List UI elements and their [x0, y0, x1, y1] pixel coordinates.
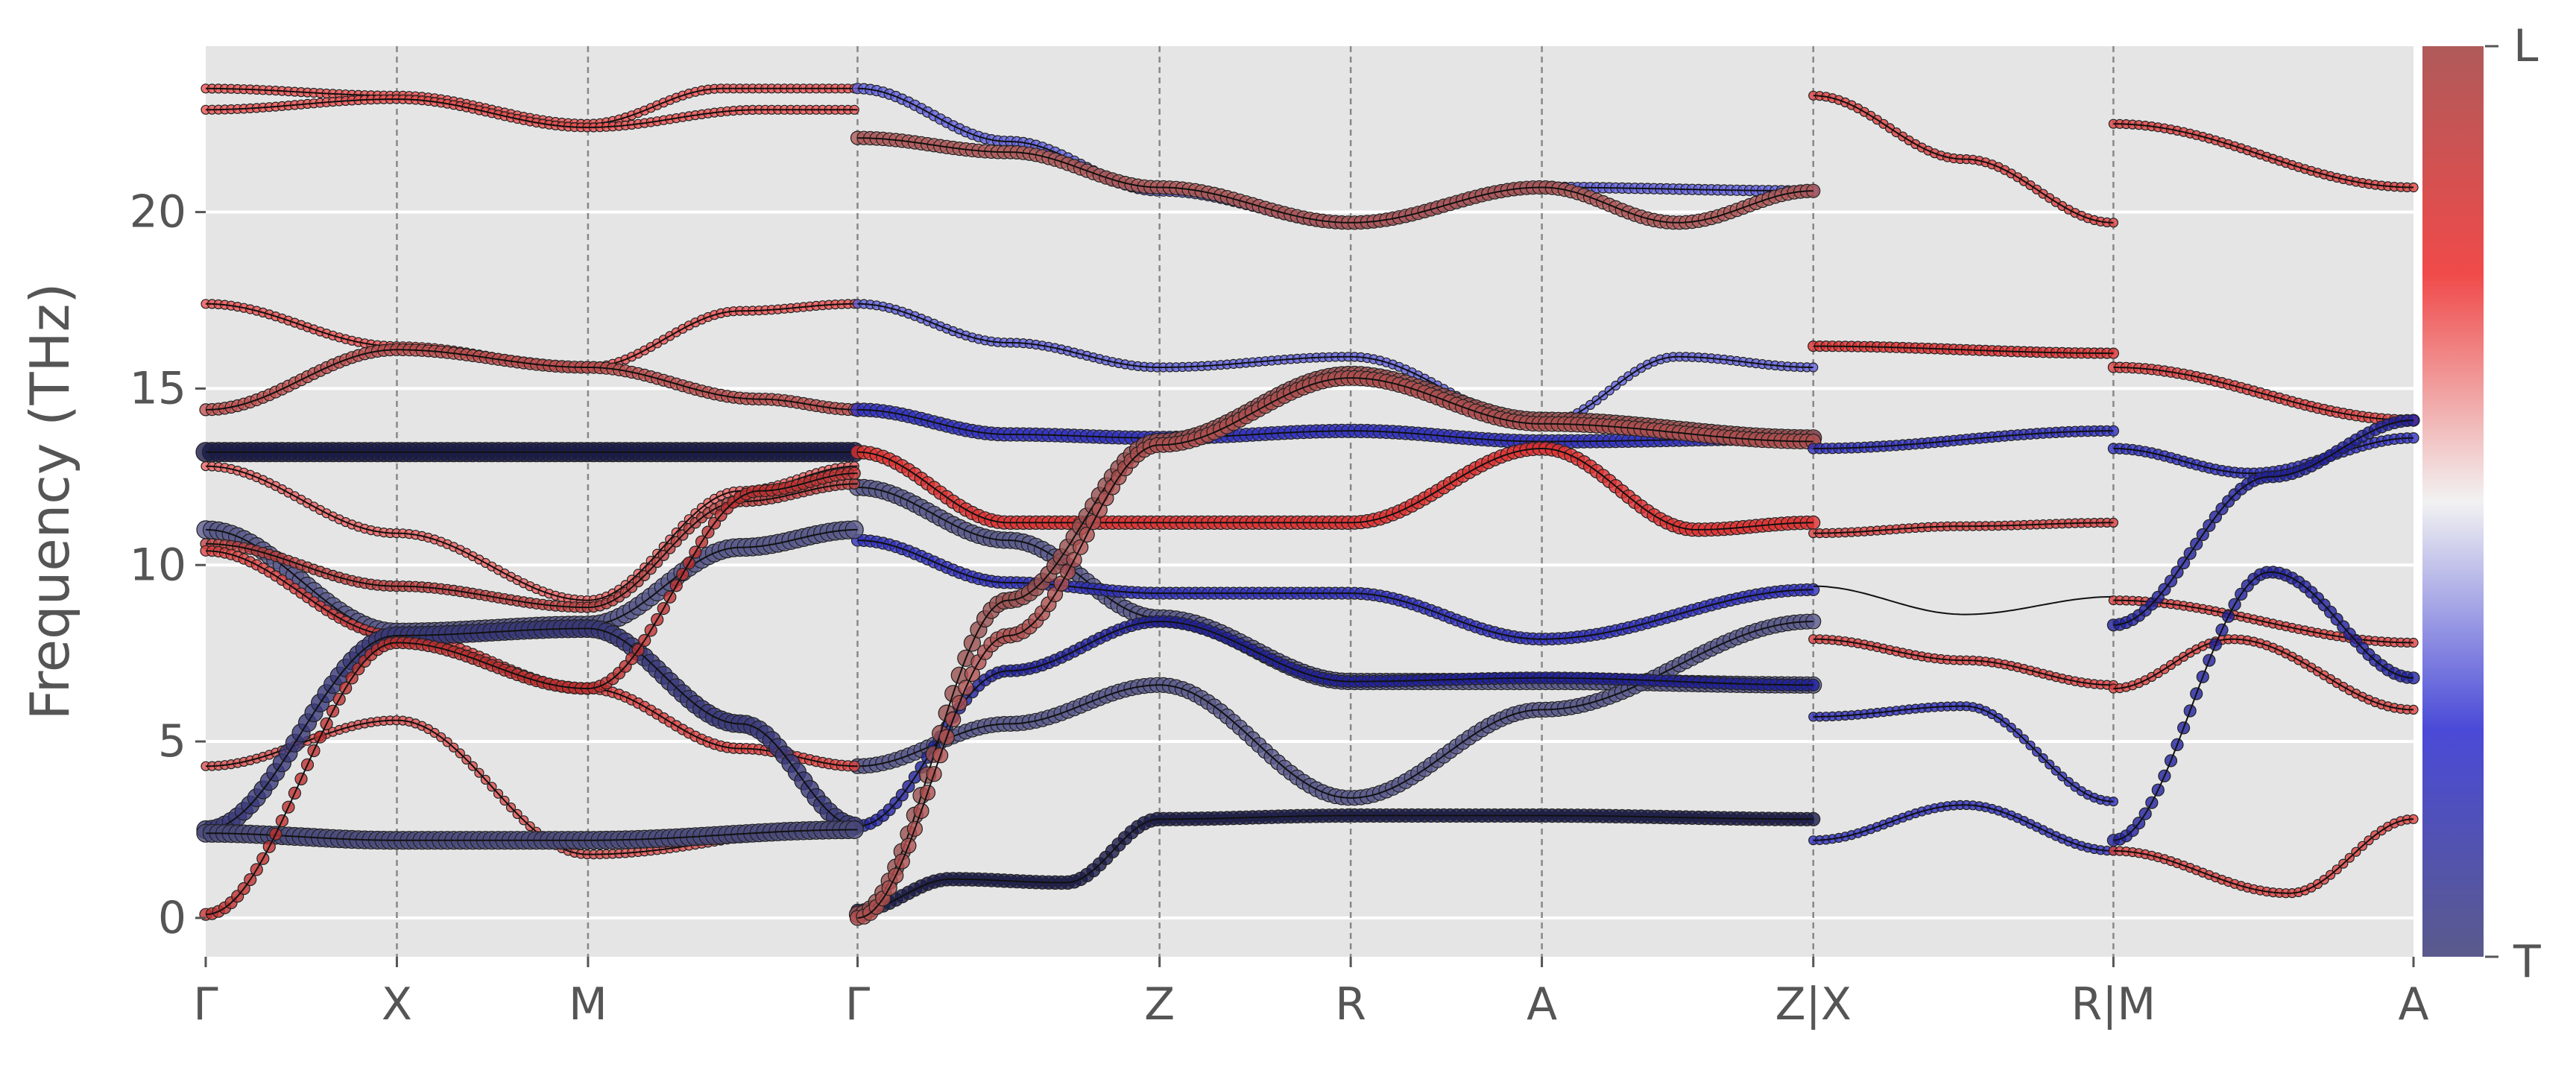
- x-tick-label: R|M: [2071, 978, 2156, 1031]
- band-series-5: [199, 343, 861, 417]
- band-series-16: [849, 370, 1822, 926]
- band-line: [205, 483, 858, 609]
- x-tick-label: A: [2398, 978, 2428, 1031]
- colorbar-top-label: L: [2513, 20, 2539, 72]
- band-series-1: [201, 94, 859, 133]
- x-tick-label: Z: [1144, 978, 1175, 1031]
- band-series-14: [850, 808, 1821, 919]
- y-tick-label: 5: [158, 715, 186, 767]
- band-line: [205, 627, 858, 831]
- band-line: [857, 620, 1813, 827]
- y-tick-label: 0: [158, 892, 186, 944]
- x-tick-label: R: [1335, 978, 1366, 1031]
- band-series-12: [849, 613, 1822, 806]
- y-axis: 0 5 10 15 20: [130, 186, 206, 944]
- band-series-6: [195, 442, 865, 463]
- y-axis-label: Frequency (THz): [19, 283, 81, 721]
- x-axis: Γ X M Γ Z R A Z|X R|M A: [193, 957, 2429, 1031]
- band-line: [205, 349, 858, 411]
- x-tick-label: M: [569, 978, 607, 1031]
- band-line: [857, 303, 1813, 425]
- colorbar: [2422, 46, 2484, 957]
- x-tick-label: Γ: [845, 978, 871, 1031]
- colorbar-bottom-label: T: [2513, 936, 2541, 988]
- band-line: [857, 408, 1813, 443]
- band-line: [857, 539, 1813, 640]
- y-tick-label: 20: [130, 186, 186, 238]
- band-line: [857, 377, 1813, 919]
- band-series-3: [850, 130, 1821, 230]
- band-series-23: [196, 820, 864, 850]
- band-series-9: [850, 441, 1821, 537]
- band-series-13: [850, 615, 1820, 833]
- band-series-7: [852, 299, 1819, 429]
- band-line: [857, 814, 1813, 912]
- x-tick-label: Z|X: [1775, 978, 1852, 1031]
- band-line: [205, 98, 858, 128]
- colorbar-ticks: [2485, 45, 2498, 958]
- band-series-11: [850, 534, 1820, 646]
- band-line: [857, 137, 1813, 224]
- y-tick-label: 15: [130, 362, 186, 414]
- x-tick-label: A: [1527, 978, 1557, 1031]
- x-tick-label: X: [382, 978, 412, 1031]
- band-line: [857, 448, 1813, 531]
- y-tick-label: 10: [130, 539, 186, 591]
- x-tick-label: Γ: [193, 978, 218, 1031]
- series-group: [195, 83, 2420, 926]
